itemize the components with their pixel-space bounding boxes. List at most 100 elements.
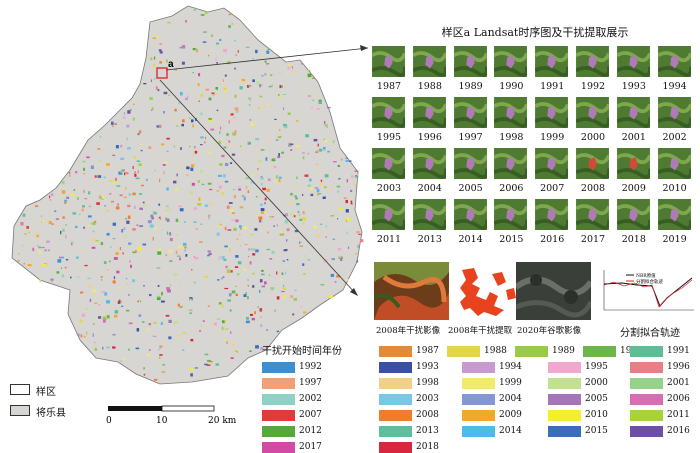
disturbance-patch bbox=[151, 216, 154, 220]
disturbance-patch bbox=[290, 149, 293, 151]
tile-year-label: 2014 bbox=[458, 234, 483, 245]
disturbance-patch bbox=[304, 255, 307, 258]
disturbance-patch bbox=[146, 328, 149, 331]
disturbance-patch bbox=[65, 258, 69, 261]
county-boundary bbox=[11, 5, 363, 385]
disturbance-patch bbox=[115, 206, 120, 210]
disturbance-patch bbox=[149, 224, 154, 228]
disturbance-patch bbox=[223, 174, 226, 178]
disturbance-patch bbox=[234, 107, 239, 111]
disturbance-patch bbox=[209, 118, 213, 122]
landsat-tile bbox=[411, 198, 447, 231]
disturbance-patch bbox=[238, 233, 241, 236]
disturbance-patch bbox=[249, 313, 253, 316]
disturbance-patch bbox=[122, 251, 124, 254]
tile-year-label: 2017 bbox=[580, 234, 606, 245]
disturbance-patch bbox=[288, 144, 292, 147]
disturbance-patch bbox=[208, 54, 210, 57]
disturbance-patch bbox=[192, 154, 195, 157]
disturbance-patch bbox=[143, 204, 147, 207]
disturbance-patch bbox=[235, 54, 238, 56]
disturbance-patch bbox=[118, 299, 121, 303]
disturbance-patch bbox=[260, 230, 264, 232]
tile-year-label: 2018 bbox=[621, 234, 646, 245]
disturbance-patch bbox=[139, 300, 142, 303]
disturbance-patch bbox=[88, 205, 92, 208]
disturbance-patch bbox=[300, 306, 303, 308]
disturbance-patch bbox=[218, 140, 222, 144]
disturbance-patch bbox=[139, 225, 143, 227]
disturbance-patch bbox=[132, 166, 134, 169]
legend-swatch-1993 bbox=[379, 362, 412, 373]
disturbance-patch bbox=[204, 275, 208, 278]
disturbance-patch bbox=[181, 45, 186, 49]
disturbance-patch bbox=[121, 169, 125, 172]
disturbance-patch bbox=[124, 218, 127, 220]
disturbance-patch bbox=[266, 63, 270, 65]
caption-disturbance-image: 2008年干扰影像 bbox=[376, 326, 441, 336]
disturbance-patch bbox=[317, 143, 319, 147]
disturbance-patch bbox=[318, 101, 322, 104]
disturbance-patch bbox=[318, 99, 322, 102]
disturbance-patch bbox=[166, 150, 169, 153]
legend-year-1999: 1999 bbox=[499, 378, 522, 388]
landsat-tile bbox=[656, 96, 692, 129]
legend-year-1993: 1993 bbox=[416, 362, 439, 372]
disturbance-patch bbox=[324, 121, 326, 124]
disturbance-patch bbox=[354, 175, 359, 178]
disturbance-patch bbox=[257, 159, 262, 163]
disturbance-patch bbox=[234, 67, 236, 70]
disturbance-patch bbox=[278, 178, 281, 183]
disturbance-patch bbox=[323, 186, 327, 189]
legend-swatch-1987 bbox=[379, 346, 412, 357]
disturbance-patch bbox=[261, 75, 264, 77]
disturbance-patch bbox=[337, 218, 339, 220]
disturbance-patch bbox=[234, 94, 237, 98]
disturbance-patch bbox=[161, 143, 165, 146]
landsat-tile bbox=[575, 198, 610, 231]
disturbance-patch bbox=[103, 261, 107, 265]
disturbance-patch bbox=[83, 189, 85, 193]
disturbance-patch bbox=[110, 246, 112, 249]
disturbance-patch bbox=[233, 227, 237, 231]
disturbance-patch bbox=[350, 200, 353, 204]
tile-year-label: 2008 bbox=[580, 183, 606, 194]
disturbance-patch bbox=[115, 252, 119, 255]
disturbance-patch bbox=[338, 178, 341, 180]
disturbance-patch bbox=[281, 151, 284, 154]
disturbance-patch bbox=[207, 359, 212, 362]
disturbance-patch bbox=[140, 143, 143, 145]
disturbance-patch bbox=[193, 9, 196, 11]
disturbance-patch bbox=[330, 273, 335, 277]
disturbance-patch bbox=[123, 112, 125, 115]
disturbance-patch bbox=[228, 293, 232, 297]
disturbance-patch bbox=[94, 302, 98, 304]
disturbance-patch bbox=[174, 320, 178, 324]
disturbance-patch bbox=[271, 84, 273, 88]
disturbance-patch bbox=[119, 194, 123, 197]
disturbance-patch bbox=[99, 159, 101, 161]
disturbance-patch bbox=[169, 207, 171, 211]
disturbance-patch bbox=[153, 78, 157, 80]
tile-year-label: 2011 bbox=[376, 234, 402, 245]
disturbance-patch bbox=[178, 205, 182, 208]
disturbance-patch bbox=[56, 271, 60, 274]
disturbance-patch bbox=[284, 249, 288, 251]
disturbance-patch bbox=[102, 316, 107, 320]
disturbance-patch bbox=[192, 124, 194, 128]
disturbance-patch bbox=[316, 189, 320, 193]
tile-year-label: 1992 bbox=[580, 81, 606, 92]
disturbance-patch bbox=[83, 173, 85, 175]
disturbance-patch bbox=[226, 269, 231, 273]
disturbance-patch bbox=[247, 296, 249, 300]
disturbance-patch bbox=[162, 164, 166, 166]
disturbance-patch bbox=[219, 131, 221, 134]
disturbance-patch bbox=[292, 313, 295, 316]
disturbance-patch bbox=[345, 219, 348, 223]
disturbance-patch bbox=[54, 210, 57, 213]
tile-year-label: 2016 bbox=[540, 234, 565, 245]
disturbance-patch bbox=[191, 269, 193, 271]
disturbance-patch bbox=[129, 260, 131, 263]
disturbance-patch bbox=[227, 61, 231, 65]
disturbance-patch bbox=[125, 186, 127, 190]
